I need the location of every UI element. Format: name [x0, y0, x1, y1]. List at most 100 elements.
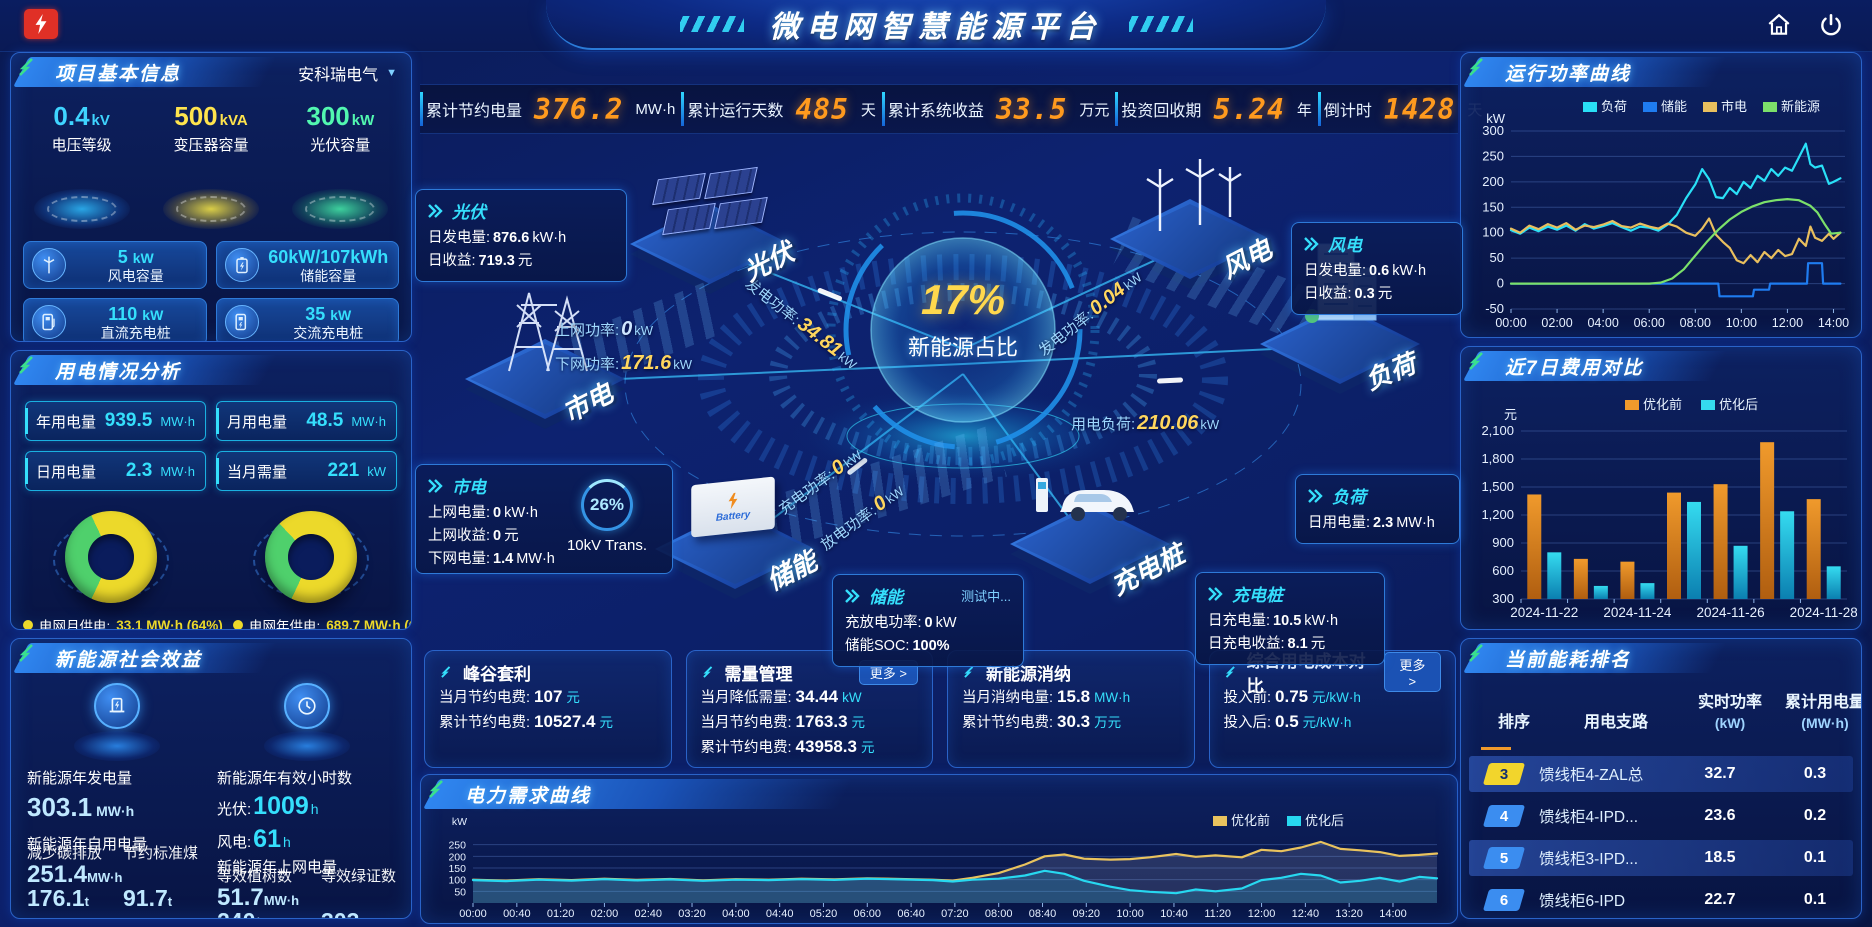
rank-badge: 4 — [1482, 805, 1526, 827]
svg-text:新能源: 新能源 — [1781, 99, 1820, 114]
ranking-row[interactable]: 4 馈线柜4-IPD... 23.6 0.2 — [1469, 798, 1853, 834]
panel-corner-icon — [17, 56, 39, 78]
svg-text:02:00: 02:00 — [591, 908, 619, 920]
svg-text:12:00: 12:00 — [1248, 908, 1276, 920]
bolt-icon — [35, 14, 47, 34]
kpi-payback-period: 投资回收期 5.24 年 — [1115, 85, 1317, 133]
svg-text:2,100: 2,100 — [1481, 423, 1514, 438]
svg-text:600: 600 — [1492, 563, 1514, 578]
panel-usage-analysis: 用电情况分析 年用电量 939.5 MW·h 月用电量 48.5 MW·h 日用电量 2.… — [10, 350, 412, 630]
benefit-value: 303.1 MW·h — [27, 792, 135, 822]
monthly-usage-stat: 月用电量 48.5 MW·h — [216, 401, 397, 441]
generation-pedestal — [69, 683, 165, 761]
benefit-label: 新能源年发电量 — [27, 770, 133, 787]
energy-flow-diagram: 17% 新能源占比 光伏 风电 市电 负荷 — [415, 134, 1463, 667]
yearly-usage-stat: 年用电量 939.5 MW·h — [25, 401, 206, 441]
card-demand-management: 需量管理 更多 > 当月降低需量: 34.44 kW 当月节约电费: 1763.3 元 … — [685, 650, 933, 768]
kpi-system-revenue: 累计系统收益 33.5 万元 — [881, 85, 1115, 133]
power-curve-chart: -50 0 50 100 150 200 250 300 00:00 02:00 04:00 06:0… — [1482, 99, 1849, 330]
svg-text:11:20: 11:20 — [1204, 908, 1231, 920]
savings-cards-row: 峰谷套利 当月节约电费: 107 元 累计节约电费: 10527.4 元 需量管理 更多… — [424, 650, 1456, 768]
panel-title: 项目基本信息 — [55, 64, 182, 85]
panel-corner-icon — [17, 354, 39, 376]
svg-text:150: 150 — [1482, 199, 1504, 214]
svg-text:06:00: 06:00 — [854, 908, 882, 920]
svg-text:2024-11-28: 2024-11-28 — [1790, 605, 1857, 620]
svg-text:05:20: 05:20 — [810, 908, 838, 920]
svg-text:优化后: 优化后 — [1305, 813, 1344, 828]
chevron-down-icon: ▼ — [386, 67, 397, 79]
ranking-row[interactable]: 3 馈线柜4-ZAL总 32.7 0.3 — [1469, 756, 1853, 792]
panel-corner-icon — [1467, 350, 1489, 372]
svg-text:04:40: 04:40 — [766, 908, 794, 920]
svg-text:08:00: 08:00 — [985, 908, 1013, 920]
svg-text:10:40: 10:40 — [1160, 908, 1188, 920]
grid-info-box: 市电 上网电量: 0 kW·h 上网收益: 0 元 下网电量: 1.4 MW·h 26% 1… — [415, 464, 673, 574]
card-cost-comparison: 综合用电成本对比 更多 > 投入前:0.75元/kW·h 投入后:0.5元/kW… — [1208, 650, 1456, 768]
title-right-decoration — [1128, 16, 1193, 32]
ac-charger-card: 35 kW 交流充电桩 — [215, 298, 399, 341]
renewable-share-caption: 新能源占比 — [907, 335, 1018, 360]
ranking-row[interactable]: 5 馈线柜3-IPD... 18.5 0.1 — [1469, 840, 1853, 876]
renewable-share-bubble: 17% 新能源占比 — [873, 276, 1053, 362]
svg-text:1,500: 1,500 — [1481, 479, 1514, 494]
svg-text:1,800: 1,800 — [1481, 451, 1514, 466]
transmission-tower-icon — [489, 275, 601, 380]
svg-text:-50: -50 — [1485, 301, 1504, 316]
storage-info-box: 储能 测试中... 充放电功率: 0 kW 储能SOC: 100% — [832, 574, 1024, 667]
ac-charger-icon — [224, 305, 259, 339]
panel-title: 当前能耗排名 — [1505, 650, 1632, 671]
card-renewable-consumption: 新能源消纳 当月消纳电量: 15.8 MW·h 累计节约电费: 30.3 万元 — [947, 650, 1195, 768]
wind-info-box: 风电 日发电量: 0.6 kW·h 日收益: 0.3 元 — [1291, 222, 1463, 315]
svg-text:100: 100 — [448, 875, 466, 887]
company-dropdown[interactable]: 安科瑞电气 ▼ — [298, 67, 397, 84]
panel-corner-icon — [17, 642, 39, 664]
node-pv: 光伏 — [630, 166, 799, 294]
hours-pedestal — [259, 683, 355, 761]
svg-text:03:20: 03:20 — [678, 908, 706, 920]
panel-project-info: 项目基本信息 安科瑞电气 ▼ 0.4 kV 电压等级 500 kVA 变压器容量 30… — [10, 52, 412, 342]
flow-grid-import: 下网功率: 171.6 kW — [555, 352, 693, 374]
pv-capacity-pedestal: 300 kW 光伏容量 — [281, 101, 399, 233]
legend-grid-month: 电网月供电: 33.1 MW·h (64%) — [23, 615, 225, 629]
battery-icon — [224, 248, 259, 282]
svg-text:优化后: 优化后 — [1719, 397, 1758, 412]
transformer-pedestal: 500 kVA 变压器容量 — [152, 101, 270, 233]
svg-text:50: 50 — [1490, 250, 1504, 265]
power-icon[interactable] — [1816, 10, 1846, 40]
home-icon[interactable] — [1764, 10, 1794, 40]
flow-load-power: 用电负荷: 210.06 kW — [1071, 412, 1220, 434]
diagram-decor — [549, 193, 1336, 547]
panel-corner-icon — [1467, 642, 1489, 664]
svg-text:200: 200 — [448, 851, 466, 863]
panel-social-benefits: 新能源社会效益 新能源年发电量 303.1 MW·h 新能源年自用电量 减少碳排放… — [10, 638, 412, 919]
svg-text:150: 150 — [448, 863, 466, 875]
svg-text:250: 250 — [1482, 148, 1504, 163]
benefit-overlay-group: 新能源年自用电量 减少碳排放 节约标准煤 251.4MW·h 176.1t 91… — [27, 836, 199, 911]
ranking-row[interactable]: 6 馈线柜6-IPD 22.7 0.1 — [1469, 882, 1853, 918]
kpi-stats-bar: 累计节约电量 376.2 MW·h 累计运行天数 485 天 累计系统收益 33.5 万元 … — [420, 84, 1482, 134]
panel-title: 电力需求曲线 — [465, 786, 592, 807]
svg-text:09:20: 09:20 — [1073, 908, 1101, 920]
monthly-mix-donut — [51, 507, 171, 603]
more-button[interactable]: 更多 > — [1383, 652, 1441, 692]
svg-text:2024-11-22: 2024-11-22 — [1510, 605, 1578, 620]
svg-text:14:00: 14:00 — [1379, 908, 1407, 920]
pv-hours: 光伏:1009 h — [217, 792, 319, 820]
charger-info-box: 充电桩 日充电量: 10.5 kW·h 日充电收益: 8.1 元 — [1195, 572, 1385, 665]
daily-usage-stat: 日用电量 2.3 MW·h — [25, 451, 206, 491]
svg-text:300: 300 — [1482, 123, 1504, 138]
svg-text:10:00: 10:00 — [1116, 908, 1144, 920]
svg-text:08:40: 08:40 — [1029, 908, 1057, 920]
rank-badge: 3 — [1482, 763, 1526, 785]
svg-text:12:40: 12:40 — [1292, 908, 1320, 920]
panel-power-curve: 运行功率曲线 -50 0 50 100 150 200 250 300 00:00 02:00 04… — [1460, 52, 1862, 338]
svg-text:优化前: 优化前 — [1643, 397, 1682, 412]
node-load: 负荷 — [1260, 243, 1420, 396]
node-charger: 充电桩 — [1010, 478, 1189, 601]
app-header: 微电网智慧能源平台 — [0, 0, 1872, 52]
svg-text:06:40: 06:40 — [897, 908, 925, 920]
monthly-demand-stat: 当月需量 221 kW — [216, 451, 397, 491]
panel-energy-ranking: 当前能耗排名 排序 用电支路 实时功率 (kW) 累计用电量 (MW·h) 3 馈线… — [1460, 638, 1862, 919]
